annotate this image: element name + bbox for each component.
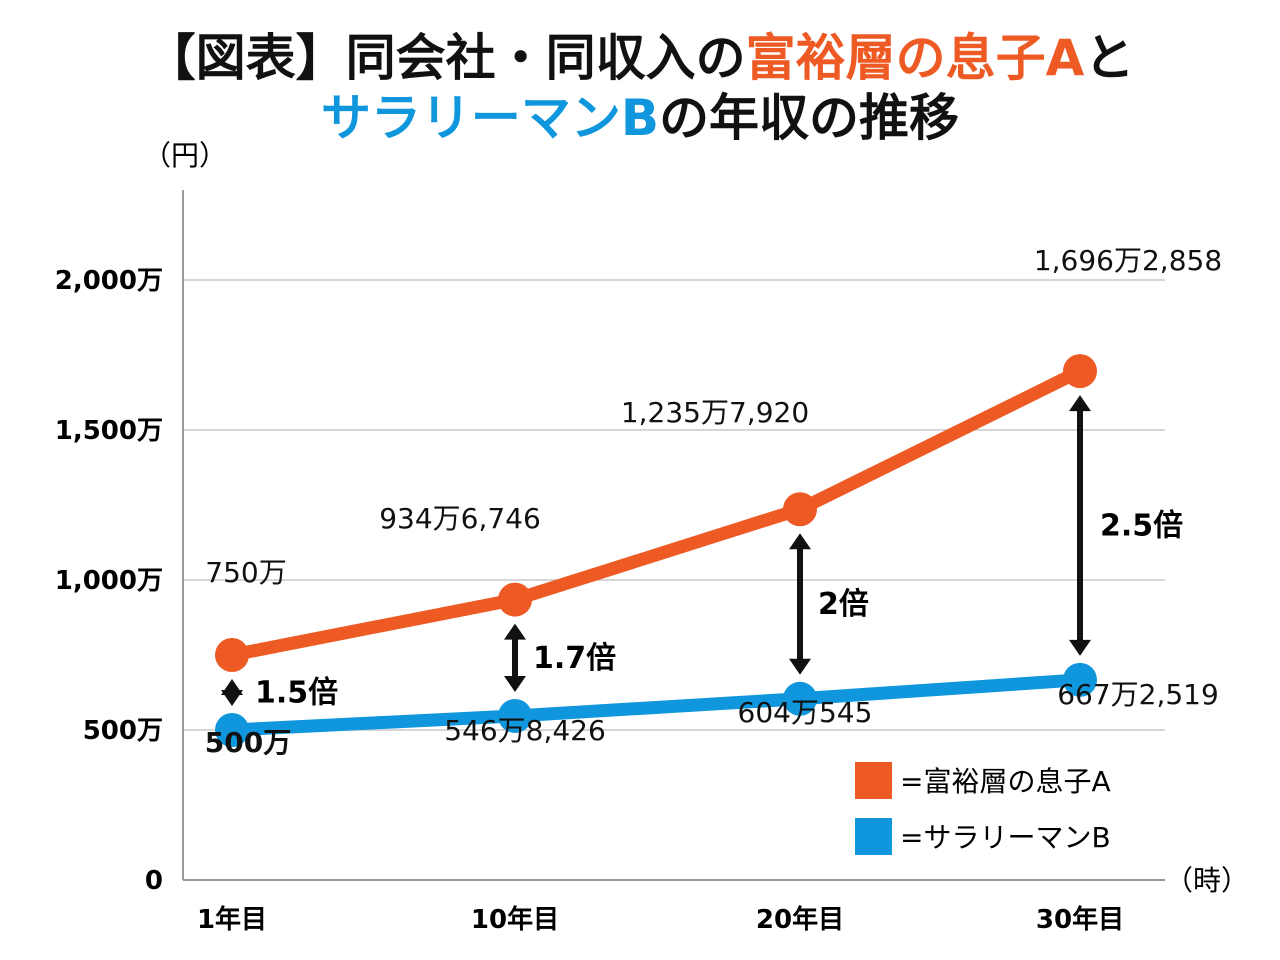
y-tick-label: 1,000万 bbox=[55, 566, 163, 596]
data-point bbox=[215, 713, 249, 747]
title-line-2: サラリーマンBの年収の推移 bbox=[321, 89, 959, 147]
data-point bbox=[498, 582, 532, 617]
data-label: 546万8,426 bbox=[444, 714, 606, 747]
ratio-arrow-head bbox=[789, 533, 811, 550]
data-label: 500万 bbox=[205, 726, 291, 759]
data-label: 750万 bbox=[205, 556, 286, 589]
legend-label: =サラリーマンB bbox=[900, 821, 1111, 854]
grid-lines bbox=[183, 279, 1165, 731]
ratio-arrow-head bbox=[504, 623, 526, 640]
ratio-arrow-head bbox=[504, 675, 526, 692]
x-tick-label: 10年目 bbox=[471, 904, 559, 935]
legend-swatch bbox=[855, 762, 892, 799]
ratio-arrows: 1.5倍 1.7倍 2倍 2.5倍 bbox=[221, 395, 1183, 711]
data-label: 604万545 bbox=[738, 696, 873, 729]
ratio-label: 2倍 bbox=[818, 587, 869, 622]
x-unit-label: （時） bbox=[1165, 864, 1249, 897]
title-segment: 富裕層の息子A bbox=[746, 29, 1085, 87]
x-tick-label: 20年目 bbox=[756, 904, 844, 935]
legend-swatch bbox=[855, 818, 892, 855]
series-lines bbox=[215, 354, 1097, 747]
data-point bbox=[783, 681, 817, 716]
data-label: 1,235万7,920 bbox=[621, 396, 809, 429]
x-tick-label: 1年目 bbox=[197, 904, 267, 935]
legend-label: =富裕層の息子A bbox=[900, 765, 1111, 798]
ratio-label: 1.5倍 bbox=[255, 676, 338, 711]
data-point bbox=[215, 638, 249, 672]
data-point bbox=[1063, 354, 1097, 389]
data-label: 1,696万2,858 bbox=[1034, 244, 1222, 277]
y-unit-label: （円） bbox=[143, 139, 227, 172]
ratio-arrow-head bbox=[1069, 639, 1091, 656]
title-segment: 【図表】同会社・同収入の bbox=[146, 29, 746, 87]
ratio-label: 2.5倍 bbox=[1100, 508, 1183, 543]
title-line-1: 【図表】同会社・同収入の富裕層の息子Aと bbox=[146, 29, 1135, 87]
data-labels: 750万 934万6,746 1,235万7,920 1,696万2,858 500万 5… bbox=[205, 244, 1222, 759]
ratio-arrow-head bbox=[789, 658, 811, 675]
y-tick-labels: 0 500万 1,000万 1,500万 2,000万 bbox=[55, 266, 163, 896]
data-label: 667万2,519 bbox=[1057, 678, 1219, 711]
data-label: 934万6,746 bbox=[379, 502, 541, 535]
y-tick-label: 2,000万 bbox=[55, 266, 163, 296]
data-point bbox=[498, 698, 532, 733]
y-tick-label: 1,500万 bbox=[55, 416, 163, 446]
legend: =富裕層の息子A =サラリーマンB bbox=[855, 762, 1111, 855]
data-point bbox=[1063, 662, 1097, 697]
title-segment: と bbox=[1084, 29, 1134, 87]
ratio-label: 1.7倍 bbox=[533, 641, 616, 676]
title-segment: の年収の推移 bbox=[659, 89, 959, 147]
x-tick-label: 30年目 bbox=[1036, 904, 1124, 935]
ratio-arrow-head bbox=[1069, 395, 1091, 412]
x-tick-labels: 1年目 10年目 20年目 30年目 bbox=[197, 904, 1124, 935]
title-segment: サラリーマンB bbox=[321, 89, 659, 147]
ratio-arrow-head bbox=[221, 690, 243, 706]
series-line-1 bbox=[225, 673, 1087, 737]
y-tick-label: 0 bbox=[145, 866, 163, 896]
data-point bbox=[783, 492, 817, 527]
axes: （円） （時） bbox=[143, 139, 1249, 897]
series-line-0 bbox=[225, 364, 1087, 662]
y-tick-label: 500万 bbox=[83, 716, 163, 746]
